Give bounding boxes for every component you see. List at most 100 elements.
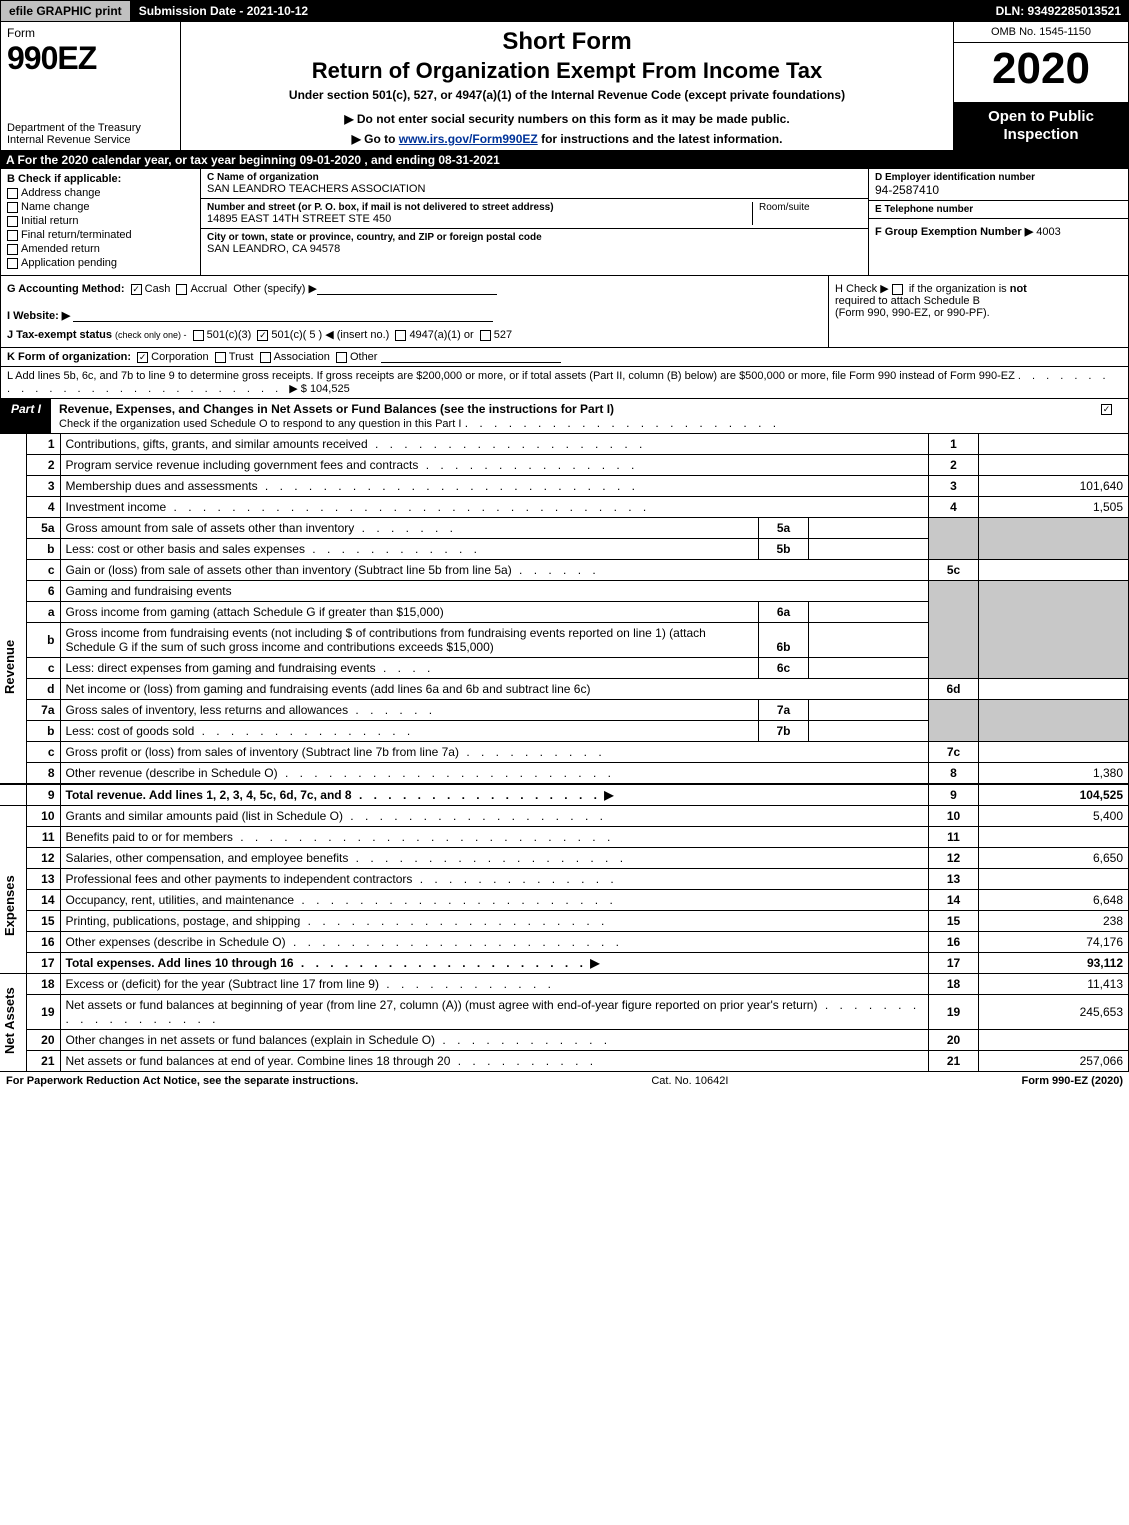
line-8: 8Other revenue (describe in Schedule O) … <box>0 763 1129 785</box>
row-a-tax-year: A For the 2020 calendar year, or tax yea… <box>0 151 1129 169</box>
j-527: 527 <box>494 329 512 341</box>
j-4947: 4947(a)(1) or <box>409 329 473 341</box>
line-20: 20Other changes in net assets or fund ba… <box>0 1030 1129 1051</box>
ein: 94-2587410 <box>875 183 1122 197</box>
footer-right: Form 990-EZ (2020) <box>1021 1075 1123 1087</box>
h-text4: (Form 990, 990-EZ, or 990-PF). <box>835 307 990 319</box>
chk-application-pending[interactable]: Application pending <box>7 257 194 269</box>
chk-schedule-b[interactable] <box>892 284 903 295</box>
chk-other-org[interactable] <box>336 352 347 363</box>
part-i-header: Part I Revenue, Expenses, and Changes in… <box>0 399 1129 434</box>
line-3: 3Membership dues and assessments . . . .… <box>0 476 1129 497</box>
chk-trust[interactable] <box>215 352 226 363</box>
tax-year: 2020 <box>954 43 1128 102</box>
chk-527[interactable] <box>480 330 491 341</box>
line-9: 9Total revenue. Add lines 1, 2, 3, 4, 5c… <box>0 784 1129 806</box>
line-7a: 7aGross sales of inventory, less returns… <box>0 700 1129 721</box>
bullet-goto: ▶ Go to www.irs.gov/Form990EZ for instru… <box>189 132 945 146</box>
line-13: 13Professional fees and other payments t… <box>0 869 1129 890</box>
b-header: B Check if applicable: <box>7 173 194 185</box>
h-text3: required to attach Schedule B <box>835 295 980 307</box>
k-other: Other <box>350 351 378 363</box>
dln: DLN: 93492285013521 <box>988 0 1129 22</box>
efile-print-button[interactable]: efile GRAPHIC print <box>0 0 131 22</box>
chk-association[interactable] <box>260 352 271 363</box>
part-i-sub: Check if the organization used Schedule … <box>59 418 461 430</box>
line-11: 11Benefits paid to or for members . . . … <box>0 827 1129 848</box>
chk-4947[interactable] <box>395 330 406 341</box>
k-trust: Trust <box>229 351 254 363</box>
line-7c: cGross profit or (loss) from sales of in… <box>0 742 1129 763</box>
line-21: 21Net assets or fund balances at end of … <box>0 1051 1129 1072</box>
l-text: L Add lines 5b, 6c, and 7b to line 9 to … <box>7 370 1015 382</box>
form-number: 990EZ <box>7 40 174 77</box>
h-text2: if the organization is <box>909 283 1007 295</box>
header-center: Short Form Return of Organization Exempt… <box>181 22 953 150</box>
part-i-label: Part I <box>1 399 51 433</box>
side-expenses: Expenses <box>0 806 26 974</box>
dept-treasury: Department of the Treasury <box>7 122 174 134</box>
line-12: 12Salaries, other compensation, and empl… <box>0 848 1129 869</box>
f-label: F Group Exemption Number ▶ <box>875 226 1033 238</box>
title-return: Return of Organization Exempt From Incom… <box>189 58 945 84</box>
chk-accrual[interactable] <box>176 284 187 295</box>
open-to-public: Open to Public Inspection <box>954 102 1128 150</box>
h-box: H Check ▶ if the organization is not req… <box>828 276 1128 347</box>
k-assoc: Association <box>274 351 330 363</box>
row-k: K Form of organization: Corporation Trus… <box>0 348 1129 367</box>
topbar-spacer <box>316 0 987 22</box>
g-other-input[interactable] <box>317 283 497 295</box>
part-i-table: Revenue 1Contributions, gifts, grants, a… <box>0 434 1129 1072</box>
line-19: 19Net assets or fund balances at beginni… <box>0 995 1129 1030</box>
form-label: Form <box>7 26 174 40</box>
website-input[interactable] <box>73 310 493 322</box>
chk-501c[interactable] <box>257 330 268 341</box>
line-4: 4Investment income . . . . . . . . . . .… <box>0 497 1129 518</box>
g-cash: Cash <box>145 283 171 295</box>
side-revenue: Revenue <box>0 434 26 784</box>
line-5a: 5aGross amount from sale of assets other… <box>0 518 1129 539</box>
top-bar: efile GRAPHIC print Submission Date - 20… <box>0 0 1129 22</box>
chk-initial-return[interactable]: Initial return <box>7 215 194 227</box>
header-left: Form 990EZ Department of the Treasury In… <box>1 22 181 150</box>
k-other-input[interactable] <box>381 351 561 363</box>
row-gh: G Accounting Method: Cash Accrual Other … <box>0 276 1129 348</box>
chk-amended-return[interactable]: Amended return <box>7 243 194 255</box>
c-name-label: C Name of organization <box>207 172 862 183</box>
chk-final-return[interactable]: Final return/terminated <box>7 229 194 241</box>
chk-corporation[interactable] <box>137 352 148 363</box>
dept-irs: Internal Revenue Service <box>7 134 174 146</box>
l-amount: ▶ $ 104,525 <box>289 383 349 395</box>
e-label: E Telephone number <box>875 204 1122 215</box>
g-label: G Accounting Method: <box>7 283 125 295</box>
part-i-title: Revenue, Expenses, and Changes in Net As… <box>51 399 1088 433</box>
c-addr-label: Number and street (or P. O. box, if mail… <box>207 202 752 213</box>
chk-address-change[interactable]: Address change <box>7 187 194 199</box>
line-16: 16Other expenses (describe in Schedule O… <box>0 932 1129 953</box>
group-exemption-number: 4003 <box>1036 226 1060 238</box>
line-6d: dNet income or (loss) from gaming and fu… <box>0 679 1129 700</box>
footer-center: Cat. No. 10642I <box>651 1075 728 1087</box>
chk-cash[interactable] <box>131 284 142 295</box>
line-14: 14Occupancy, rent, utilities, and mainte… <box>0 890 1129 911</box>
chk-name-change[interactable]: Name change <box>7 201 194 213</box>
line-17: 17Total expenses. Add lines 10 through 1… <box>0 953 1129 974</box>
goto-post: for instructions and the latest informat… <box>538 132 783 146</box>
omb-number: OMB No. 1545-1150 <box>954 22 1128 43</box>
col-c: C Name of organization SAN LEANDRO TEACH… <box>201 169 868 275</box>
form-header: Form 990EZ Department of the Treasury In… <box>0 22 1129 151</box>
g-accrual: Accrual <box>190 283 227 295</box>
org-address: 14895 EAST 14TH STREET STE 450 <box>207 213 752 225</box>
c-city-label: City or town, state or province, country… <box>207 232 862 243</box>
d-label: D Employer identification number <box>875 172 1122 183</box>
col-def: D Employer identification number 94-2587… <box>868 169 1128 275</box>
h-text1: H Check ▶ <box>835 283 889 295</box>
irs-link[interactable]: www.irs.gov/Form990EZ <box>399 132 538 146</box>
chk-schedule-o[interactable] <box>1101 404 1112 415</box>
line-18: Net Assets 18Excess or (deficit) for the… <box>0 974 1129 995</box>
title-short-form: Short Form <box>189 28 945 56</box>
j-501c: 501(c)( 5 ) ◀ (insert no.) <box>271 329 389 341</box>
line-6: 6Gaming and fundraising events <box>0 581 1129 602</box>
chk-501c3[interactable] <box>193 330 204 341</box>
header-right: OMB No. 1545-1150 2020 Open to Public In… <box>953 22 1128 150</box>
